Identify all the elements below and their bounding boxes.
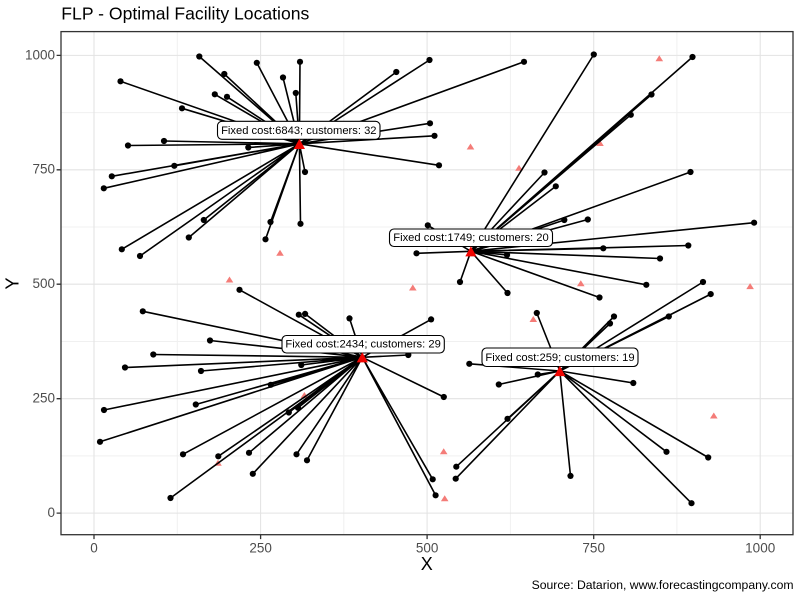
svg-text:X: X: [421, 554, 433, 574]
svg-text:FLP - Optimal Facility Locatio: FLP - Optimal Facility Locations: [61, 3, 309, 23]
svg-text:Fixed cost:259; customers: 19: Fixed cost:259; customers: 19: [485, 352, 634, 364]
svg-text:500: 500: [32, 276, 55, 291]
svg-text:Y: Y: [2, 277, 22, 289]
svg-text:Source: Datarion, www.forecast: Source: Datarion, www.forecastingcompany…: [532, 578, 794, 592]
svg-text:Fixed cost:1749; customers: 20: Fixed cost:1749; customers: 20: [393, 232, 548, 244]
svg-text:500: 500: [416, 541, 439, 556]
svg-text:Fixed cost:2434; customers: 29: Fixed cost:2434; customers: 29: [285, 339, 440, 351]
svg-text:0: 0: [90, 541, 98, 556]
svg-text:1000: 1000: [745, 541, 775, 556]
svg-text:250: 250: [32, 391, 55, 406]
svg-text:0: 0: [47, 505, 55, 520]
svg-text:750: 750: [582, 541, 605, 556]
svg-text:750: 750: [32, 162, 55, 177]
svg-text:Fixed cost:6843; customers: 32: Fixed cost:6843; customers: 32: [221, 125, 376, 137]
svg-text:1000: 1000: [25, 47, 55, 62]
svg-text:250: 250: [249, 541, 272, 556]
